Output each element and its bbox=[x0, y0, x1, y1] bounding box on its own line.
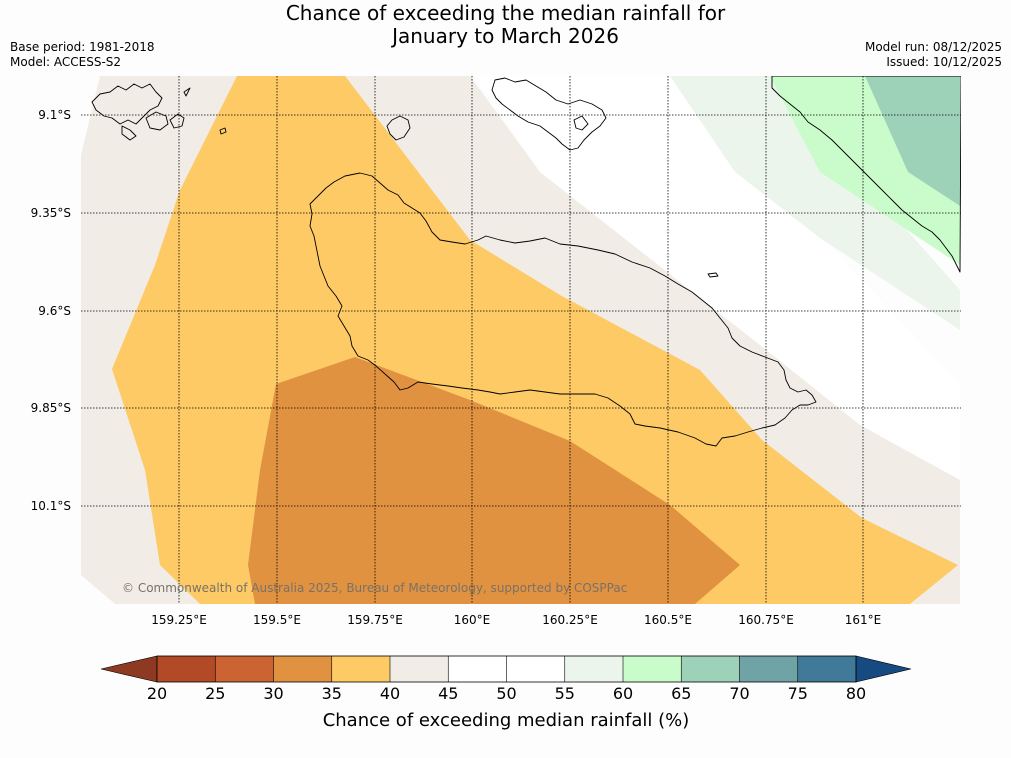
colorbar-segment-45-50 bbox=[448, 656, 507, 682]
colorbar: 20 25 30 35 40 45 50 55 60 65 70 75 80 C… bbox=[100, 655, 912, 731]
colorbar-tick-label: 45 bbox=[438, 684, 458, 703]
band-60-65 bbox=[770, 76, 960, 265]
colorbar-tick-label: 80 bbox=[846, 684, 866, 703]
lon-tick-label: 160°E bbox=[454, 613, 491, 627]
map-area: © Commonwealth of Australia 2025, Bureau… bbox=[81, 76, 961, 604]
colorbar-extend-high bbox=[855, 655, 912, 683]
guadalcanal-coastline bbox=[309, 172, 817, 447]
colorbar-segment-50-55 bbox=[506, 656, 565, 682]
colorbar-segment-20-25 bbox=[157, 656, 216, 682]
lon-tick-label: 159.25°E bbox=[151, 613, 207, 627]
colorbar-tick-label: 30 bbox=[263, 684, 283, 703]
title-line-2: January to March 2026 bbox=[392, 24, 619, 48]
lat-tick-label: 9.85°S bbox=[31, 401, 71, 415]
colorbar-tick-label: 55 bbox=[555, 684, 575, 703]
colorbar-tick-label: 75 bbox=[788, 684, 808, 703]
colorbar-segment-75-80 bbox=[797, 656, 856, 682]
band-55-60 bbox=[670, 76, 960, 330]
colorbar-tick-label: 50 bbox=[496, 684, 516, 703]
colorbar-tick-label: 70 bbox=[729, 684, 749, 703]
lat-tick-label: 9.1°S bbox=[38, 108, 71, 122]
colorbar-segment-60-65 bbox=[623, 656, 682, 682]
small-islet-coastline bbox=[707, 272, 719, 278]
band-65-70 bbox=[865, 76, 960, 206]
colorbar-segment-65-70 bbox=[681, 656, 740, 682]
colorbar-extend-low bbox=[100, 655, 158, 683]
lat-tick-label: 9.6°S bbox=[38, 304, 71, 318]
colorbar-segment-70-75 bbox=[739, 656, 798, 682]
colorbar-title: Chance of exceeding median rainfall (%) bbox=[323, 710, 690, 731]
russell-islands-coastline bbox=[91, 83, 191, 141]
malaita-coastline bbox=[771, 76, 961, 273]
lon-axis: 159.25°E 159.5°E 159.75°E 160°E 160.25°E… bbox=[151, 613, 881, 627]
colorbar-tick-label: 40 bbox=[380, 684, 400, 703]
lon-tick-label: 160.5°E bbox=[644, 613, 692, 627]
savo-island-coastline bbox=[386, 115, 411, 141]
model-label: Model: ACCESS-S2 bbox=[10, 55, 122, 69]
lat-tick-label: 9.35°S bbox=[31, 206, 71, 220]
colorbar-tick-label: 65 bbox=[671, 684, 691, 703]
florida-islands-coastline bbox=[491, 77, 607, 151]
colorbar-segment-55-60 bbox=[564, 656, 623, 682]
colorbar-segment-25-30 bbox=[215, 656, 274, 682]
band-45-55 bbox=[475, 76, 960, 480]
model-run-label: Model run: 08/12/2025 bbox=[864, 40, 1002, 54]
colorbar-tick-label: 60 bbox=[613, 684, 633, 703]
islet-west-coastline bbox=[219, 127, 227, 135]
copyright-notice: © Commonwealth of Australia 2025, Bureau… bbox=[122, 581, 627, 595]
colorbar-segment-30-35 bbox=[273, 656, 332, 682]
base-period-label: Base period: 1981-2018 bbox=[10, 40, 155, 54]
band-30-35 bbox=[248, 357, 740, 604]
lat-axis: 9.1°S 9.35°S 9.6°S 9.85°S 10.1°S bbox=[31, 108, 71, 513]
colorbar-dividers bbox=[214, 656, 799, 682]
lon-tick-label: 159.75°E bbox=[347, 613, 403, 627]
colorbar-tick-label: 35 bbox=[322, 684, 342, 703]
coastlines bbox=[91, 76, 961, 447]
colorbar-segment-40-45 bbox=[390, 656, 449, 682]
lon-tick-label: 160.75°E bbox=[738, 613, 794, 627]
colorbar-tick-label: 20 bbox=[147, 684, 167, 703]
lon-tick-label: 161°E bbox=[845, 613, 882, 627]
lat-tick-label: 10.1°S bbox=[31, 499, 71, 513]
graticule bbox=[81, 76, 961, 604]
title-line-1: Chance of exceeding the median rainfall … bbox=[285, 1, 726, 25]
colorbar-tick-label: 25 bbox=[205, 684, 225, 703]
issued-label: Issued: 10/12/2025 bbox=[886, 55, 1002, 69]
lon-tick-label: 159.5°E bbox=[253, 613, 301, 627]
colorbar-segment-35-40 bbox=[331, 656, 390, 682]
lon-tick-label: 160.25°E bbox=[542, 613, 598, 627]
